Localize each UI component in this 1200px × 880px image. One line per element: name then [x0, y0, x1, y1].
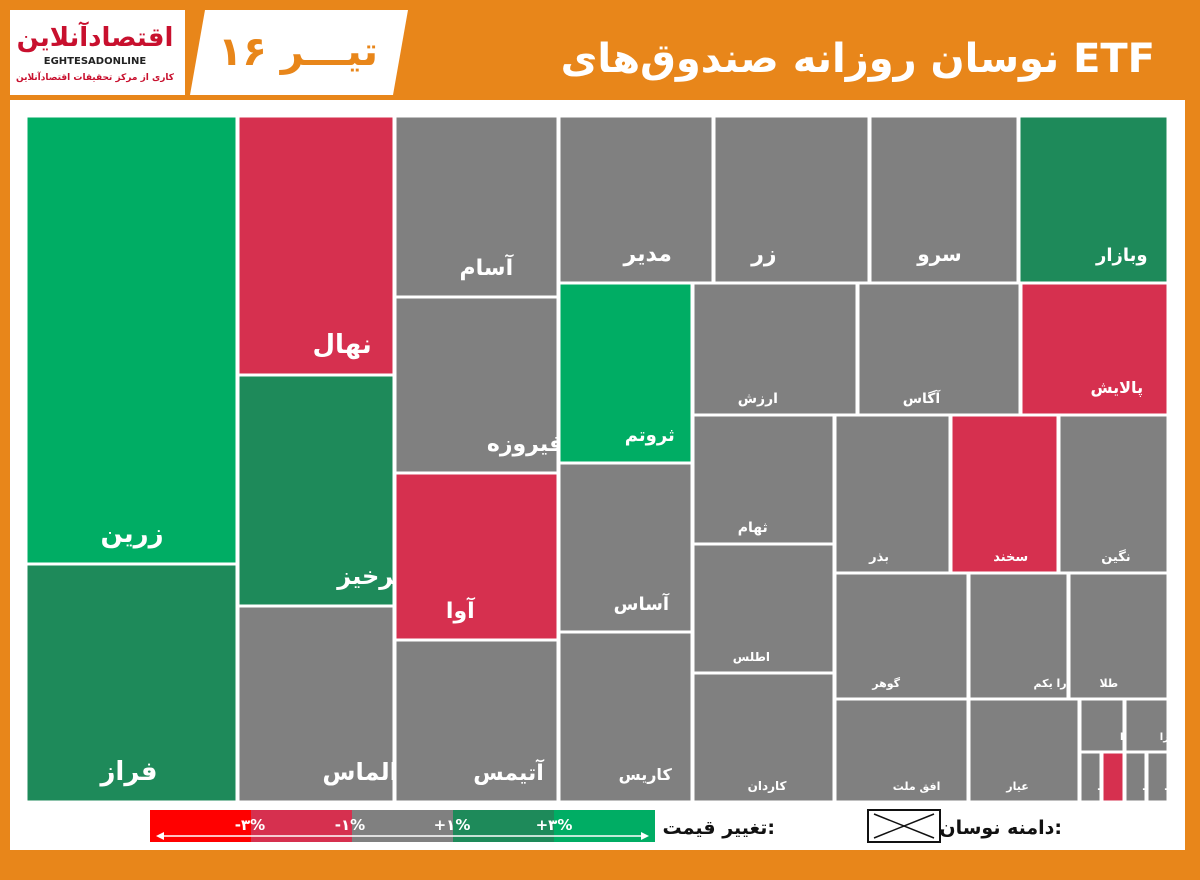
tile — [238, 116, 394, 375]
tile-label: فیروزه — [487, 432, 563, 457]
tile — [395, 297, 558, 473]
tile — [693, 544, 834, 673]
tile — [559, 283, 692, 463]
tile — [858, 283, 1020, 415]
tile — [1059, 415, 1168, 573]
tile — [1102, 752, 1124, 802]
tile-label: دارا — [1160, 732, 1178, 743]
tile-label: ارزش — [738, 391, 778, 407]
tile-label: ثهام — [738, 520, 768, 536]
tile — [835, 573, 968, 699]
range-icon-line — [873, 813, 935, 839]
legend-arrowhead — [156, 832, 164, 840]
legend-scale: -۳% — [235, 816, 265, 834]
tile-label: آتیمس — [473, 758, 544, 786]
tile — [835, 699, 968, 802]
tile-label: ... — [1142, 783, 1152, 793]
logo-box — [10, 10, 185, 95]
tile — [1019, 116, 1168, 283]
legend-arrowhead — [641, 832, 649, 840]
tile — [1125, 699, 1168, 752]
date: ۱۶ تیـــر — [218, 29, 378, 75]
tile-label: ثروتم — [625, 425, 675, 446]
tile — [238, 375, 394, 606]
legend-scale: -۱% — [335, 816, 365, 834]
legend-price-label: تغییر قیمت: — [663, 817, 775, 839]
tile — [559, 632, 692, 802]
date-box — [190, 10, 408, 95]
tile-label: طلا — [1099, 677, 1118, 690]
tile-label: اطلس — [733, 650, 770, 664]
tile — [969, 573, 1068, 699]
tile-label: دارا یکم — [1034, 677, 1077, 690]
tile-label: افق ملت — [893, 780, 941, 793]
tile-label: وبازار — [1095, 245, 1148, 266]
tile — [26, 116, 237, 564]
legend-scale: +۳% — [536, 816, 573, 834]
tile-label: عیار — [1005, 780, 1028, 793]
tile-label: آسام — [460, 253, 514, 281]
tile — [1080, 699, 1124, 752]
tile-label: نگین — [1101, 549, 1130, 565]
tile-label: ... — [1097, 783, 1107, 793]
tile — [693, 673, 834, 802]
logo-name: اقتصادآنلاین — [17, 21, 174, 53]
tile — [26, 564, 237, 802]
tile — [693, 415, 834, 544]
logo-tagline: کاری از مرکز تحقیقات اقتصادآنلاین — [16, 71, 175, 83]
legend: -۳% -۱% +۱% +۳% تغییر قیمت: دامنه نوسان: — [150, 809, 1062, 843]
treemap: زرینفرازنهالسحرخیزالماسآسامفیروزهآواآتیم… — [26, 116, 1178, 802]
tile-label: گوهر — [871, 677, 900, 690]
tile-label: سخند — [993, 550, 1028, 565]
legend-scale: +۱% — [434, 816, 471, 834]
tile — [1125, 752, 1146, 802]
tile — [1021, 283, 1168, 415]
tile — [559, 116, 713, 283]
tile — [238, 606, 394, 802]
logo-latin: EGHTESADONLINE — [44, 56, 147, 67]
tile — [835, 415, 950, 573]
tile — [714, 116, 869, 283]
title: نوسان روزانه صندوق‌های ETF — [561, 36, 1155, 82]
tile — [870, 116, 1018, 283]
tile — [1147, 752, 1168, 802]
tile-label: زرین — [100, 519, 163, 549]
tile-label: آوا — [446, 596, 475, 624]
tile — [395, 640, 558, 802]
tile-label: سرو — [916, 242, 962, 266]
tile — [951, 415, 1058, 573]
tile — [559, 463, 692, 632]
tile-label: آگاس — [903, 389, 942, 407]
tile-label: ... — [1164, 783, 1174, 793]
tile — [693, 283, 857, 415]
tile-label: کاریس — [619, 765, 673, 784]
tile-label: کاردان — [748, 779, 787, 793]
tile-label: الماس — [322, 758, 397, 786]
tile-label: فراز — [98, 757, 157, 787]
legend-range-label: دامنه نوسان: — [939, 817, 1062, 839]
tile — [969, 699, 1079, 802]
tile-label: آساس — [614, 592, 670, 615]
tile — [1069, 573, 1168, 699]
tile-label: زر — [750, 242, 776, 267]
tile-label: نهال — [312, 330, 371, 360]
tile — [1080, 752, 1101, 802]
tile-label: پالایش — [1091, 378, 1144, 398]
tile — [395, 473, 558, 640]
tile-label: بذر — [868, 550, 889, 565]
tile — [395, 116, 558, 297]
tile-label: مدیر — [623, 242, 672, 267]
